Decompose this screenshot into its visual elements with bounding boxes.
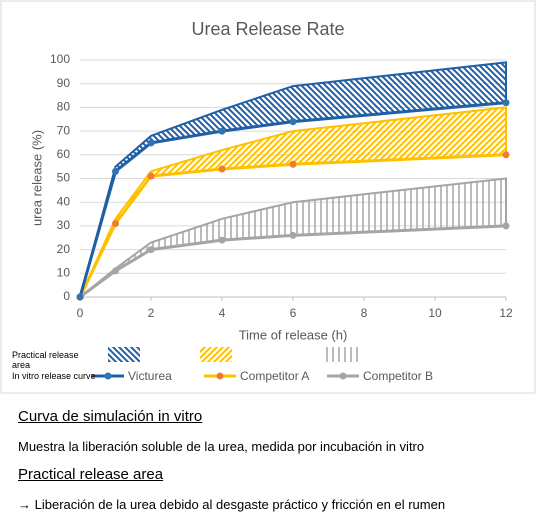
legend-marker — [104, 372, 112, 380]
legend-marker — [339, 372, 347, 380]
x-tick-label: 10 — [428, 306, 442, 320]
y-tick-label: 40 — [57, 194, 71, 208]
data-point — [289, 160, 297, 168]
y-tick-label: 0 — [63, 289, 70, 303]
legend-label: Victurea — [128, 369, 172, 383]
x-tick-label: 8 — [361, 306, 368, 320]
release-line — [78, 153, 507, 298]
chart-title: Urea Release Rate — [191, 19, 344, 39]
data-point — [112, 167, 119, 175]
legend-band-label: Practical release area — [12, 350, 79, 370]
y-tick-label: 60 — [57, 147, 71, 161]
y-tick-label: 10 — [57, 265, 71, 279]
data-point — [112, 267, 119, 275]
y-tick-label: 80 — [57, 100, 71, 114]
doc-heading: Curva de simulación in vitro — [18, 408, 203, 425]
data-point — [502, 99, 510, 107]
doc-heading: Practical release area — [18, 466, 164, 483]
legend-marker — [216, 372, 224, 380]
chart: Urea Release Rate Time of release (h) ur… — [0, 0, 536, 394]
doc-paragraph: → Liberación de la urea debido al desgas… — [18, 497, 446, 512]
data-point — [218, 127, 226, 135]
x-tick-label: 6 — [290, 306, 297, 320]
legend-label: Competitor A — [240, 369, 309, 383]
data-point — [502, 151, 510, 159]
data-point — [147, 172, 155, 180]
y-tick-label: 30 — [57, 218, 71, 232]
y-tick-label: 100 — [50, 52, 70, 66]
legend-band-swatch — [108, 347, 140, 362]
data-point — [112, 220, 119, 228]
y-tick-label: 90 — [57, 76, 71, 90]
x-tick-label: 2 — [148, 306, 155, 320]
y-tick-label: 20 — [57, 242, 71, 256]
x-tick-label: 4 — [219, 306, 226, 320]
legend-line-label: In vitro release curve — [12, 371, 96, 381]
y-tick-label: 70 — [57, 123, 71, 137]
data-point — [147, 246, 155, 254]
y-tick-label: 50 — [57, 171, 71, 185]
legend-band-swatch — [326, 347, 358, 362]
data-point — [218, 165, 226, 173]
x-axis-title: Time of release (h) — [239, 327, 348, 342]
legend-band-swatch — [200, 347, 232, 362]
release-line — [79, 224, 507, 299]
data-point — [289, 118, 297, 126]
data-point — [218, 236, 226, 244]
y-axis-title: urea release (%) — [29, 130, 44, 226]
doc-paragraph: Muestra la liberación soluble de la urea… — [18, 439, 425, 454]
legend-label: Competitor B — [363, 369, 433, 383]
data-point — [289, 231, 297, 239]
release-line — [78, 101, 507, 298]
data-point — [147, 139, 155, 147]
data-point — [76, 293, 84, 301]
data-point — [502, 222, 510, 230]
x-tick-label: 0 — [77, 306, 84, 320]
x-tick-label: 12 — [499, 306, 513, 320]
